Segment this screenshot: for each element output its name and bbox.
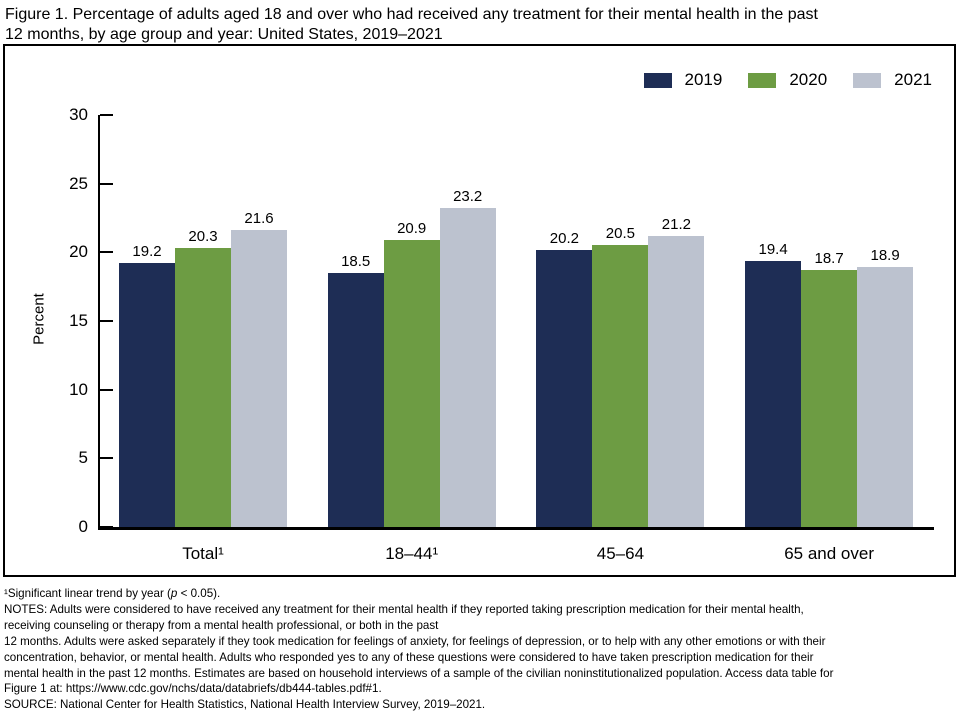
bar-2020-group2 <box>592 245 649 527</box>
bar-2020-group0 <box>175 248 231 527</box>
legend-item-2021: 2021 <box>853 70 932 90</box>
bar-value-label: 18.5 <box>341 252 371 270</box>
x-category-label: 18–44¹ <box>385 544 439 563</box>
bar-2021-group3 <box>857 267 914 527</box>
footnote-sig-post: < 0.05). <box>177 587 221 600</box>
x-category-label: Total¹ <box>182 544 224 563</box>
figure-title: Figure 1. Percentage of adults aged 18 a… <box>5 5 818 45</box>
footnote-lines: NOTES: Adults were considered to have re… <box>4 602 833 713</box>
y-tick-label-30: 30 <box>69 105 88 124</box>
y-tick-10 <box>100 388 113 391</box>
footnote-line-1: NOTES: Adults were considered to have re… <box>4 602 804 616</box>
bar-group-0: 19.2 20.3 21.6 Total¹ <box>119 115 287 563</box>
bar-value-label: 20.2 <box>549 229 579 247</box>
bar-2019-group2 <box>536 249 593 527</box>
chart-legend: 2019 2020 2021 <box>643 70 932 90</box>
legend-label-2020: 2020 <box>789 70 828 89</box>
bar-2021-group2 <box>648 235 705 527</box>
y-tick-label-15: 15 <box>69 311 88 330</box>
x-category-label: 45–64 <box>596 544 645 563</box>
footnote-line-4: concentration, behavior, or mental healt… <box>4 650 814 664</box>
legend-label-2019: 2019 <box>684 70 723 89</box>
y-tick-label-20: 20 <box>69 242 88 262</box>
bar-2019-group1 <box>327 272 384 527</box>
footnote-line-6: Figure 1 at: https://www.cdc.gov/nchs/da… <box>4 682 382 696</box>
legend-swatch-2021 <box>853 72 882 88</box>
y-tick-15 <box>100 320 113 322</box>
bar-value-label: 18.7 <box>814 250 844 268</box>
x-category-label: 65 and over <box>784 544 874 563</box>
y-tick-label-10: 10 <box>69 379 88 399</box>
bar-value-label: 20.5 <box>605 225 635 243</box>
bar-2020-group3 <box>801 270 858 527</box>
footnote-sig-p: p <box>170 587 178 600</box>
bar-2019-group0 <box>119 263 175 527</box>
footnote-line-7: SOURCE: National Center for Health Stati… <box>4 698 486 712</box>
footnote-line-5: mental health in the past 12 months. Est… <box>4 666 834 680</box>
y-tick-5 <box>100 457 113 460</box>
legend-swatch-2020 <box>748 72 777 88</box>
y-tick-label-25: 25 <box>69 173 88 193</box>
footnote-sig-pre: ¹Significant linear trend by year ( <box>4 587 171 600</box>
legend-swatch-2019 <box>643 72 672 88</box>
footnote-line-2: receiving counseling or therapy from a m… <box>4 618 439 632</box>
legend-item-2019: 2019 <box>643 70 723 90</box>
plot-area: 0 5 10 15 20 25 30 19.2 20.3 21.6 Total¹ 18.5 20.9 23… <box>69 106 934 563</box>
y-tick-0 <box>100 526 113 528</box>
footnote-line-3: 12 months. Adults were asked separately … <box>4 634 826 648</box>
bar-value-label: 18.9 <box>870 247 900 265</box>
legend-item-2020: 2020 <box>748 70 827 90</box>
bar-value-label: 20.3 <box>188 228 218 246</box>
chart-frame: 2019 2020 2021 Percent 0 5 10 15 20 25 30 19.2 20.… <box>3 44 956 577</box>
bar-group-1: 18.5 20.9 23.2 18–44¹ <box>327 115 496 563</box>
footnotes: ¹Significant linear trend by year (p < 0… <box>4 586 833 713</box>
figure-title-line2: 12 months, by age group and year: United… <box>5 26 443 43</box>
bar-2020-group1 <box>383 239 440 527</box>
y-tick-30 <box>100 114 113 116</box>
bar-value-label: 23.2 <box>453 188 483 206</box>
legend-label-2021: 2021 <box>894 70 932 89</box>
bar-value-label: 20.9 <box>397 219 427 237</box>
y-tick-20 <box>100 251 113 254</box>
bar-value-label: 21.2 <box>661 215 691 233</box>
y-tick-25 <box>100 182 113 185</box>
bar-group-3: 19.4 18.7 18.9 65 and over <box>745 115 914 563</box>
bar-2021-group0 <box>231 230 287 527</box>
footnote-significance: ¹Significant linear trend by year (p < 0… <box>4 586 833 602</box>
y-tick-label-0: 0 <box>78 517 88 536</box>
figure-title-line1: Figure 1. Percentage of adults aged 18 a… <box>5 6 818 23</box>
bar-value-label: 19.2 <box>132 243 162 261</box>
bar-2019-group3 <box>745 260 802 527</box>
bar-value-label: 21.6 <box>244 210 274 228</box>
bar-value-label: 19.4 <box>758 240 788 258</box>
bar-2021-group1 <box>439 208 496 527</box>
bar-group-2: 20.2 20.5 21.2 45–64 <box>536 115 705 563</box>
y-tick-label-5: 5 <box>78 448 88 468</box>
